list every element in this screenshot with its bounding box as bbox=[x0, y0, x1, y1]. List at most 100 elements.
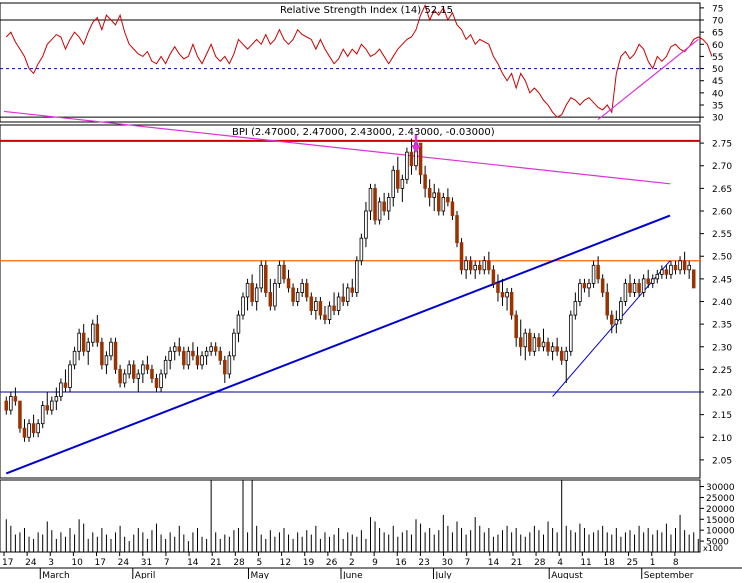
x-month-label: May bbox=[250, 571, 269, 579]
rsi-panel: 30 35 40 45 50 55 60 65 70 75 bbox=[0, 2, 724, 124]
volume-frame bbox=[0, 479, 701, 553]
rsi-y-tick-label: 65 bbox=[712, 29, 723, 39]
marker-arrow-head bbox=[411, 145, 422, 153]
candle-body bbox=[673, 264, 678, 271]
candle-body bbox=[127, 364, 131, 375]
x-day-label: 3 bbox=[48, 558, 54, 568]
rsi-y-tick-label: 50 bbox=[712, 65, 724, 75]
candle-body bbox=[532, 337, 537, 352]
x-day-label: 24 bbox=[118, 558, 130, 568]
candle-body bbox=[22, 427, 27, 438]
candle-body bbox=[91, 323, 95, 343]
candle-body bbox=[95, 323, 100, 343]
candle-body bbox=[318, 301, 323, 316]
rsi-title: Relative Strength Index (14) 52.15 bbox=[280, 5, 453, 16]
candle-body bbox=[473, 264, 477, 271]
candle-body bbox=[623, 282, 628, 302]
candle-body bbox=[141, 364, 145, 375]
volume-axis-note: x100 bbox=[703, 544, 723, 553]
candle-body bbox=[514, 314, 518, 339]
x-day-label: 8 bbox=[673, 558, 679, 568]
x-month-label: August bbox=[551, 571, 583, 579]
x-day-label: 21 bbox=[511, 558, 522, 568]
candle-body bbox=[177, 346, 182, 352]
candle-body bbox=[359, 237, 364, 262]
x-month-label: June bbox=[342, 571, 363, 579]
x-day-label: 30 bbox=[442, 558, 454, 568]
price-title: BPI (2.47000, 2.47000, 2.43000, 2.43000,… bbox=[232, 127, 495, 138]
candle-body bbox=[309, 296, 314, 311]
rsi-series-line bbox=[5, 4, 713, 118]
rsi-y-tick-label: 30 bbox=[712, 114, 724, 124]
rsi-y-tick-label: 70 bbox=[712, 17, 724, 27]
x-day-label: 28 bbox=[534, 558, 546, 568]
rsi-y-tick-label: 35 bbox=[712, 102, 723, 112]
candle-body bbox=[569, 314, 573, 352]
x-month-label: March bbox=[42, 571, 69, 579]
candle-body bbox=[186, 350, 191, 366]
candle-body bbox=[487, 260, 491, 271]
candle-body bbox=[336, 296, 341, 311]
price-trendline bbox=[3, 110, 671, 185]
candle-body bbox=[364, 210, 368, 239]
candle-body bbox=[559, 350, 564, 361]
candle-body bbox=[605, 292, 609, 316]
x-day-label: 28 bbox=[233, 558, 245, 568]
x-day-label: 24 bbox=[25, 558, 37, 568]
rsi-y-tick-label: 60 bbox=[712, 41, 724, 51]
candle-body bbox=[418, 142, 423, 176]
candle-body bbox=[427, 187, 432, 198]
candle-body bbox=[291, 287, 295, 302]
x-day-label: 2 bbox=[349, 558, 355, 568]
candle-body bbox=[550, 346, 555, 352]
candle-body bbox=[341, 296, 345, 302]
candle-body bbox=[150, 368, 154, 379]
candle-body bbox=[232, 332, 236, 357]
candle-body bbox=[327, 305, 332, 321]
candle-body bbox=[523, 332, 528, 348]
price-y-tick-label: 2.50 bbox=[712, 253, 732, 263]
candle-body bbox=[564, 350, 569, 361]
candle-body bbox=[610, 314, 614, 325]
candle-body bbox=[268, 292, 273, 307]
candle-body bbox=[145, 364, 150, 370]
volume-y-tick-label: 5000 bbox=[706, 538, 729, 548]
x-day-label: 17 bbox=[95, 558, 106, 568]
candle-body bbox=[241, 296, 245, 316]
candle-body bbox=[573, 301, 578, 316]
rsi-trendline bbox=[597, 38, 699, 121]
candle-body bbox=[350, 287, 355, 293]
candle-body bbox=[68, 364, 72, 388]
candle-body bbox=[163, 359, 168, 375]
candle-body bbox=[27, 423, 31, 438]
candle-body bbox=[596, 264, 600, 280]
candle-body bbox=[191, 350, 195, 357]
candle-body bbox=[391, 169, 396, 198]
candle-body bbox=[500, 292, 505, 298]
candle-body bbox=[464, 260, 468, 271]
candle-body bbox=[273, 282, 277, 307]
candle-body bbox=[482, 260, 487, 271]
candle-body bbox=[505, 292, 509, 298]
x-day-label: 23 bbox=[418, 558, 429, 568]
candle-body bbox=[209, 346, 213, 352]
candle-body bbox=[386, 197, 391, 212]
candle-body bbox=[227, 355, 232, 375]
candle-body bbox=[578, 282, 582, 302]
x-day-label: 26 bbox=[326, 558, 338, 568]
volume-y-tick-label: 10000 bbox=[706, 527, 735, 537]
x-day-label: 14 bbox=[488, 558, 500, 568]
candle-body bbox=[400, 178, 405, 189]
candle-body bbox=[182, 350, 186, 366]
candle-body bbox=[628, 282, 632, 293]
candle-body bbox=[31, 423, 36, 434]
x-day-label: 25 bbox=[627, 558, 638, 568]
candle-body bbox=[546, 341, 550, 352]
x-day-label: 7 bbox=[465, 558, 471, 568]
candle-body bbox=[509, 292, 514, 316]
x-day-label: 5 bbox=[256, 558, 262, 568]
candle-body bbox=[655, 273, 660, 280]
candle-body bbox=[477, 264, 482, 271]
